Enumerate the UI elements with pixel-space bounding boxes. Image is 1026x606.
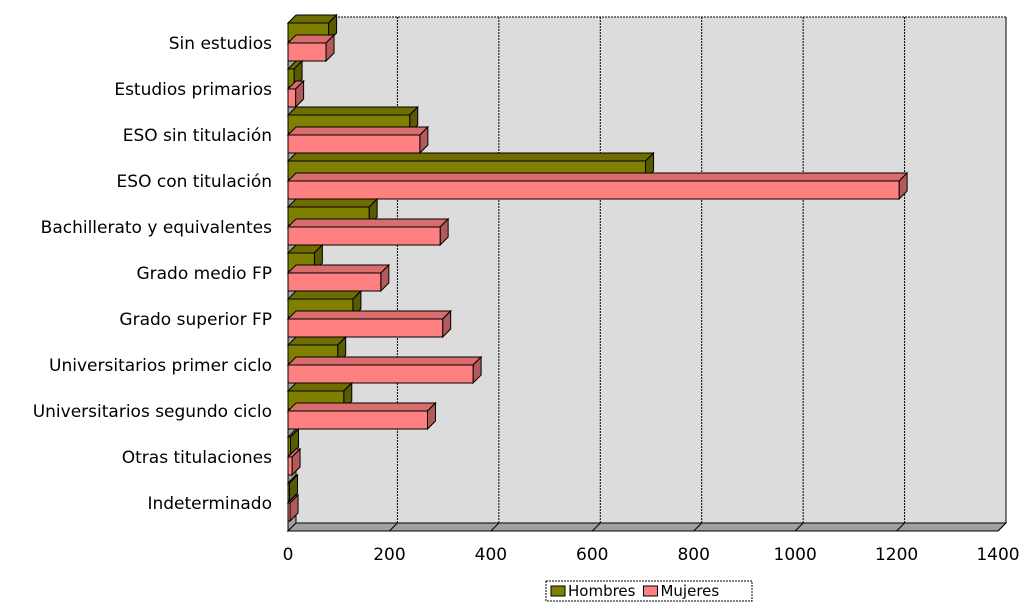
legend-label-mujeres: Mujeres xyxy=(660,582,719,600)
category-label-universitarios-segundo-ciclo: Universitarios segundo ciclo xyxy=(33,402,272,422)
x-tick-label-400: 400 xyxy=(475,545,507,565)
x-tick-label-1200: 1200 xyxy=(875,545,918,565)
category-label-grado-superior-fp: Grado superior FP xyxy=(119,310,272,330)
bar-mujeres-eso-con-titulacion xyxy=(288,173,907,199)
category-labels: Sin estudios Estudios primarios ESO sin ti… xyxy=(33,34,272,514)
x-tick-label-800: 800 xyxy=(677,545,709,565)
legend-swatch-mujeres xyxy=(643,586,657,596)
x-tick-label-600: 600 xyxy=(576,545,608,565)
category-label-indeterminado: Indeterminado xyxy=(147,494,272,514)
legend: Hombres Mujeres xyxy=(546,581,752,601)
plot-area xyxy=(288,17,1006,531)
category-label-eso-sin-titulacion: ESO sin titulación xyxy=(123,126,272,146)
bar-mujeres-sin-estudios xyxy=(288,35,334,61)
x-tick-label-1400: 1400 xyxy=(976,545,1019,565)
bar-mujeres-grado-superior-fp xyxy=(288,311,451,337)
bar-mujeres-universitarios-segundo-ciclo xyxy=(288,403,435,429)
x-tick-label-200: 200 xyxy=(373,545,405,565)
category-label-grado-medio-fp: Grado medio FP xyxy=(136,264,272,284)
x-tick-label-0: 0 xyxy=(283,545,294,565)
category-label-otras-titulaciones: Otras titulaciones xyxy=(122,448,272,468)
legend-label-hombres: Hombres xyxy=(568,582,636,600)
plot-back-wall xyxy=(296,17,1006,523)
bar-mujeres-bachillerato-y-equivalentes xyxy=(288,219,448,245)
bar-mujeres-universitarios-primer-ciclo xyxy=(288,357,481,383)
category-label-sin-estudios: Sin estudios xyxy=(169,34,272,54)
x-tick-label-1000: 1000 xyxy=(774,545,817,565)
category-label-bachillerato-y-equivalentes: Bachillerato y equivalentes xyxy=(41,218,272,238)
legend-swatch-hombres xyxy=(551,586,565,596)
category-label-estudios-primarios: Estudios primarios xyxy=(114,80,272,100)
category-label-universitarios-primer-ciclo: Universitarios primer ciclo xyxy=(49,356,272,376)
x-axis-ticks: 0 200 400 600 800 1000 1200 1400 xyxy=(283,545,1020,565)
bar-mujeres-eso-sin-titulacion xyxy=(288,127,428,153)
bar-mujeres-grado-medio-fp xyxy=(288,265,389,291)
category-label-eso-con-titulacion: ESO con titulación xyxy=(117,172,272,192)
